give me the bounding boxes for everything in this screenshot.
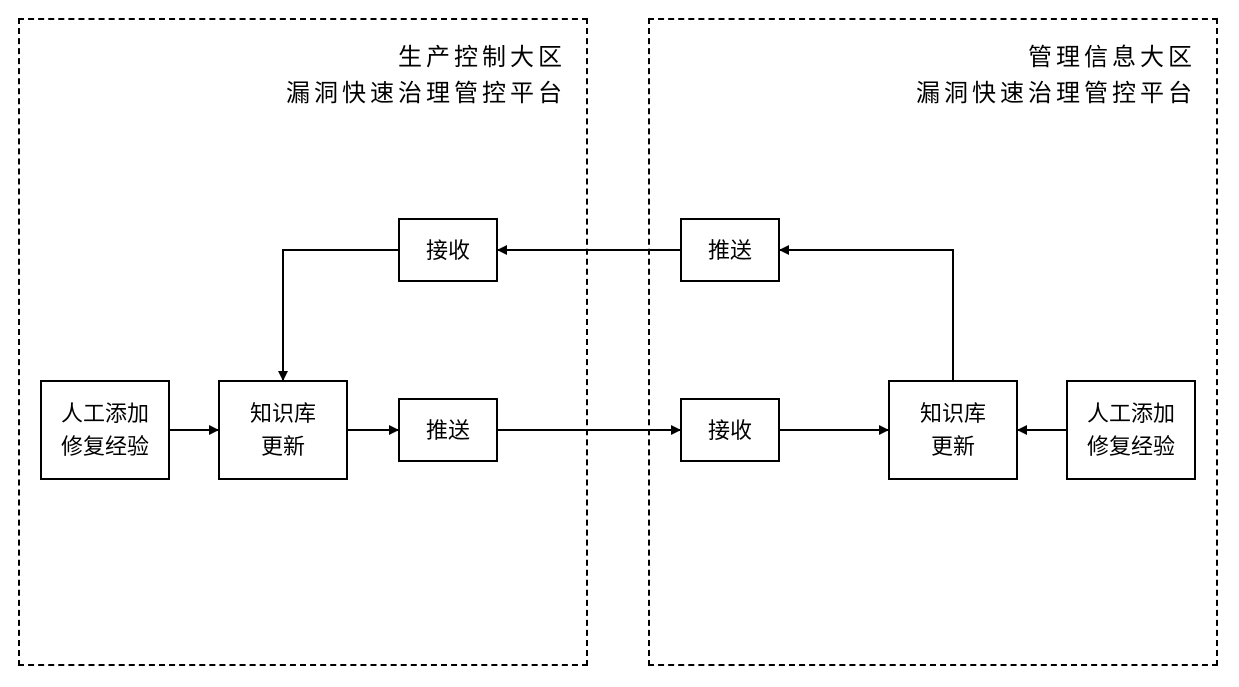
node-l_manual: 人工添加 修复经验: [40, 380, 170, 480]
diagram-canvas: 生产控制大区 漏洞快速治理管控平台 管理信息大区 漏洞快速治理管控平台人工添加 修…: [0, 0, 1239, 687]
node-r_recv: 接收: [680, 398, 780, 462]
node-l_recv: 接收: [398, 218, 498, 282]
zone-left: 生产控制大区 漏洞快速治理管控平台: [18, 18, 588, 666]
zone-right-title: 管理信息大区 漏洞快速治理管控平台: [916, 40, 1196, 112]
node-r_push: 推送: [680, 218, 780, 282]
zone-right: 管理信息大区 漏洞快速治理管控平台: [648, 18, 1218, 666]
node-r_manual: 人工添加 修复经验: [1066, 380, 1196, 480]
node-l_push: 推送: [398, 398, 498, 462]
zone-left-title: 生产控制大区 漏洞快速治理管控平台: [286, 40, 566, 112]
node-l_kb: 知识库 更新: [218, 380, 348, 480]
node-r_kb: 知识库 更新: [888, 380, 1018, 480]
